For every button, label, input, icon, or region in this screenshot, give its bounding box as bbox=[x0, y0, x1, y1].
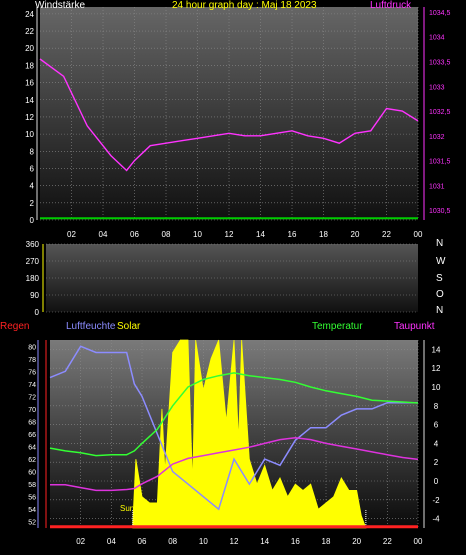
wind-y-tick-label: 24 bbox=[25, 10, 34, 19]
wind-direction-y-tick-label: 360 bbox=[26, 240, 40, 249]
pressure-y-tick-label: 1030,5 bbox=[429, 208, 451, 215]
pressure-y-tick-label: 1031,5 bbox=[429, 159, 451, 166]
solar-label: Solar bbox=[117, 321, 141, 332]
humidity-y-tick-label: 58 bbox=[28, 482, 36, 489]
temperature-y-tick-label: 12 bbox=[432, 364, 441, 373]
humidity-y-tick-label: 54 bbox=[28, 507, 36, 514]
wind-y-tick-label: 12 bbox=[25, 113, 34, 122]
panel-1-x-tick-label: 18 bbox=[319, 230, 328, 239]
panel-3-x-tick-label: 06 bbox=[138, 537, 147, 546]
pressure-y-tick-label: 1032,5 bbox=[429, 109, 451, 116]
panel-3-x-tick-label: 14 bbox=[260, 537, 269, 546]
temperature-y-tick-label: 8 bbox=[434, 402, 439, 411]
panel-3-x-tick-label: 18 bbox=[322, 537, 331, 546]
temperature-y-tick-label: -4 bbox=[432, 515, 440, 524]
temperature-y-tick-label: 14 bbox=[432, 345, 441, 354]
humidity-y-tick-label: 74 bbox=[28, 382, 36, 389]
humidity-y-tick-label: 62 bbox=[28, 457, 36, 464]
pressure-y-tick-label: 1034,5 bbox=[429, 10, 451, 17]
wind-y-tick-label: 20 bbox=[25, 44, 34, 53]
wind-y-tick-label: 14 bbox=[25, 96, 34, 105]
humidity-y-tick-label: 52 bbox=[28, 520, 36, 527]
panel-3-x-tick-label: 16 bbox=[291, 537, 300, 546]
compass-w: W bbox=[436, 256, 446, 267]
pressure-y-tick-label: 1032 bbox=[429, 134, 445, 141]
panel-3-x-tick-label: 04 bbox=[107, 537, 116, 546]
temperature-y-tick-label: 6 bbox=[434, 421, 439, 430]
compass-n-bottom: N bbox=[436, 305, 444, 316]
panel-1-x-tick-label: 10 bbox=[193, 230, 202, 239]
wind-direction-y-tick-label: 270 bbox=[26, 257, 40, 266]
panel-1-x-tick-label: 20 bbox=[351, 230, 360, 239]
humidity-y-tick-label: 68 bbox=[28, 419, 36, 426]
humidity-y-tick-label: 64 bbox=[28, 445, 36, 452]
taupunkt-label: Taupunkt bbox=[394, 321, 435, 332]
humidity-y-tick-label: 72 bbox=[28, 394, 36, 401]
panel-3-x-tick-label: 22 bbox=[383, 537, 392, 546]
compass-o: O bbox=[436, 289, 444, 300]
wind-y-tick-label: 2 bbox=[30, 199, 35, 208]
wind-y-tick-label: 10 bbox=[25, 130, 34, 139]
header-right-label: Luftdruck bbox=[370, 0, 412, 11]
panel-1-x-tick-label: 16 bbox=[288, 230, 297, 239]
panel-1-x-tick-label: 04 bbox=[99, 230, 108, 239]
panel-1-x-tick-label: 08 bbox=[162, 230, 171, 239]
wind-y-tick-label: 22 bbox=[25, 27, 34, 36]
panel-3-x-tick-label: 02 bbox=[76, 537, 85, 546]
panel-1-x-tick-label: 02 bbox=[67, 230, 76, 239]
series-luftfeuchte bbox=[49, 345, 418, 511]
series-taupunkt bbox=[50, 437, 419, 492]
humidity-y-tick-label: 56 bbox=[28, 495, 36, 502]
wind-direction-y-tick-label: 90 bbox=[30, 291, 39, 300]
panel-1-x-tick-label: 14 bbox=[256, 230, 265, 239]
temperature-y-tick-label: 10 bbox=[432, 383, 441, 392]
series-temperatur bbox=[49, 372, 419, 457]
pressure-y-tick-label: 1033 bbox=[429, 84, 445, 91]
luftfeuchte-label: Luftfeuchte bbox=[66, 321, 116, 332]
compass-s: S bbox=[436, 273, 443, 284]
header-left-label: Windstärke bbox=[35, 0, 86, 11]
humidity-y-tick-label: 76 bbox=[28, 369, 36, 376]
panel-1-x-tick-label: 12 bbox=[225, 230, 234, 239]
humidity-y-tick-label: 70 bbox=[28, 407, 36, 414]
panel-1-x-tick-label: 22 bbox=[382, 230, 391, 239]
panel-3-x-tick-label: 00 bbox=[414, 537, 423, 546]
wind-y-tick-label: 16 bbox=[25, 79, 34, 88]
wind-y-tick-label: 4 bbox=[30, 182, 35, 191]
regen-label: Regen bbox=[0, 321, 30, 332]
panel-1-x-tick-label: 00 bbox=[414, 230, 423, 239]
humidity-y-tick-label: 78 bbox=[28, 357, 36, 364]
humidity-y-tick-label: 66 bbox=[28, 432, 36, 439]
compass-n-top: N bbox=[436, 238, 444, 249]
panel-3-x-tick-label: 08 bbox=[168, 537, 177, 546]
temperature-y-tick-label: -2 bbox=[432, 496, 440, 505]
wind-direction-y-tick-label: 0 bbox=[35, 308, 40, 317]
wind-y-tick-label: 6 bbox=[30, 164, 35, 173]
panel-3-x-tick-label: 12 bbox=[230, 537, 239, 546]
header-title: 24 hour graph day : Maj 18 2023 bbox=[172, 0, 317, 11]
panel-1-background bbox=[40, 7, 418, 220]
pressure-y-tick-label: 1033,5 bbox=[429, 59, 451, 66]
wind-y-tick-label: 0 bbox=[30, 216, 35, 225]
panel-1-x-tick-label: 06 bbox=[130, 230, 139, 239]
pressure-y-tick-label: 1034 bbox=[429, 35, 445, 42]
humidity-y-tick-label: 80 bbox=[28, 344, 36, 351]
panel-3-x-tick-label: 10 bbox=[199, 537, 208, 546]
series-solar bbox=[132, 339, 367, 529]
humidity-y-tick-label: 60 bbox=[28, 470, 36, 477]
wind-y-tick-label: 8 bbox=[30, 147, 35, 156]
temperature-y-tick-label: 0 bbox=[434, 477, 439, 486]
wind-y-tick-label: 18 bbox=[25, 61, 34, 70]
wind-direction-y-tick-label: 180 bbox=[26, 274, 40, 283]
pressure-y-tick-label: 1031 bbox=[429, 183, 445, 190]
series-luftdruck bbox=[39, 58, 419, 172]
sun-label: Sun bbox=[120, 504, 135, 513]
temperature-y-tick-label: 4 bbox=[434, 439, 439, 448]
temperature-y-tick-label: 2 bbox=[434, 458, 439, 467]
panel-3-x-tick-label: 20 bbox=[352, 537, 361, 546]
temperatur-label: Temperatur bbox=[312, 321, 363, 332]
